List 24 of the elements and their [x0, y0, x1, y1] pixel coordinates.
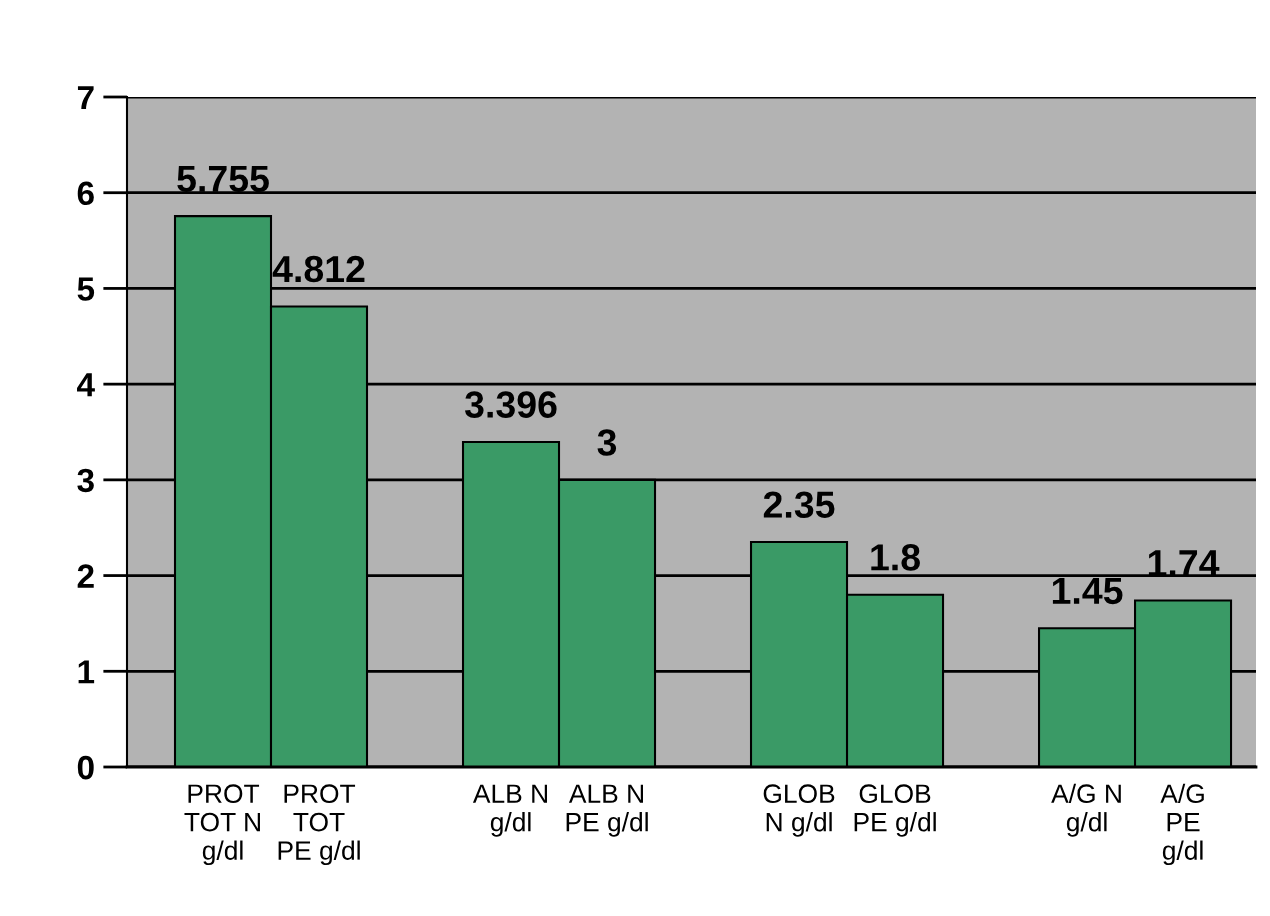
data-label: 5.755 — [177, 165, 269, 193]
x-tick-label: ALB N PE g/dl — [566, 784, 648, 837]
x-tick-label: PROT TOT PE g/dl — [278, 784, 360, 866]
data-label: 4.812 — [272, 255, 365, 283]
data-label: 1.45 — [1052, 577, 1123, 605]
x-tick-label: GLOB N g/dl — [763, 784, 835, 837]
y-tick-label: 0 — [77, 755, 94, 780]
y-tick-label: 4 — [77, 373, 95, 397]
y-tick-label: 6 — [77, 181, 94, 206]
y-tick-label: 7 — [77, 86, 94, 110]
data-label: 1.8 — [871, 544, 920, 571]
x-tick-label: ALB N g/dl — [472, 784, 547, 837]
y-tick-label: 5 — [77, 277, 95, 301]
data-label: 3.396 — [464, 391, 557, 418]
data-label: 2.35 — [763, 491, 835, 519]
x-tick-label: PROT TOT N g/dl — [184, 784, 260, 866]
data-label: 1.74 — [1148, 550, 1220, 577]
y-tick-label: 1 — [78, 660, 95, 684]
x-tick-label: GLOB PE g/dl — [854, 784, 936, 837]
y-tick-label: 3 — [77, 468, 94, 493]
x-tick-label: A/G PE g/dl — [1160, 783, 1204, 866]
y-tick-label: 2 — [77, 564, 94, 588]
data-label: 3 — [597, 429, 617, 456]
x-tick-label: A/G N g/dl — [1051, 783, 1121, 837]
